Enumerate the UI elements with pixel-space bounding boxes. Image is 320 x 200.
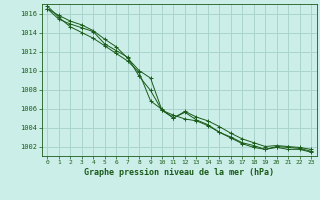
X-axis label: Graphe pression niveau de la mer (hPa): Graphe pression niveau de la mer (hPa)	[84, 168, 274, 177]
